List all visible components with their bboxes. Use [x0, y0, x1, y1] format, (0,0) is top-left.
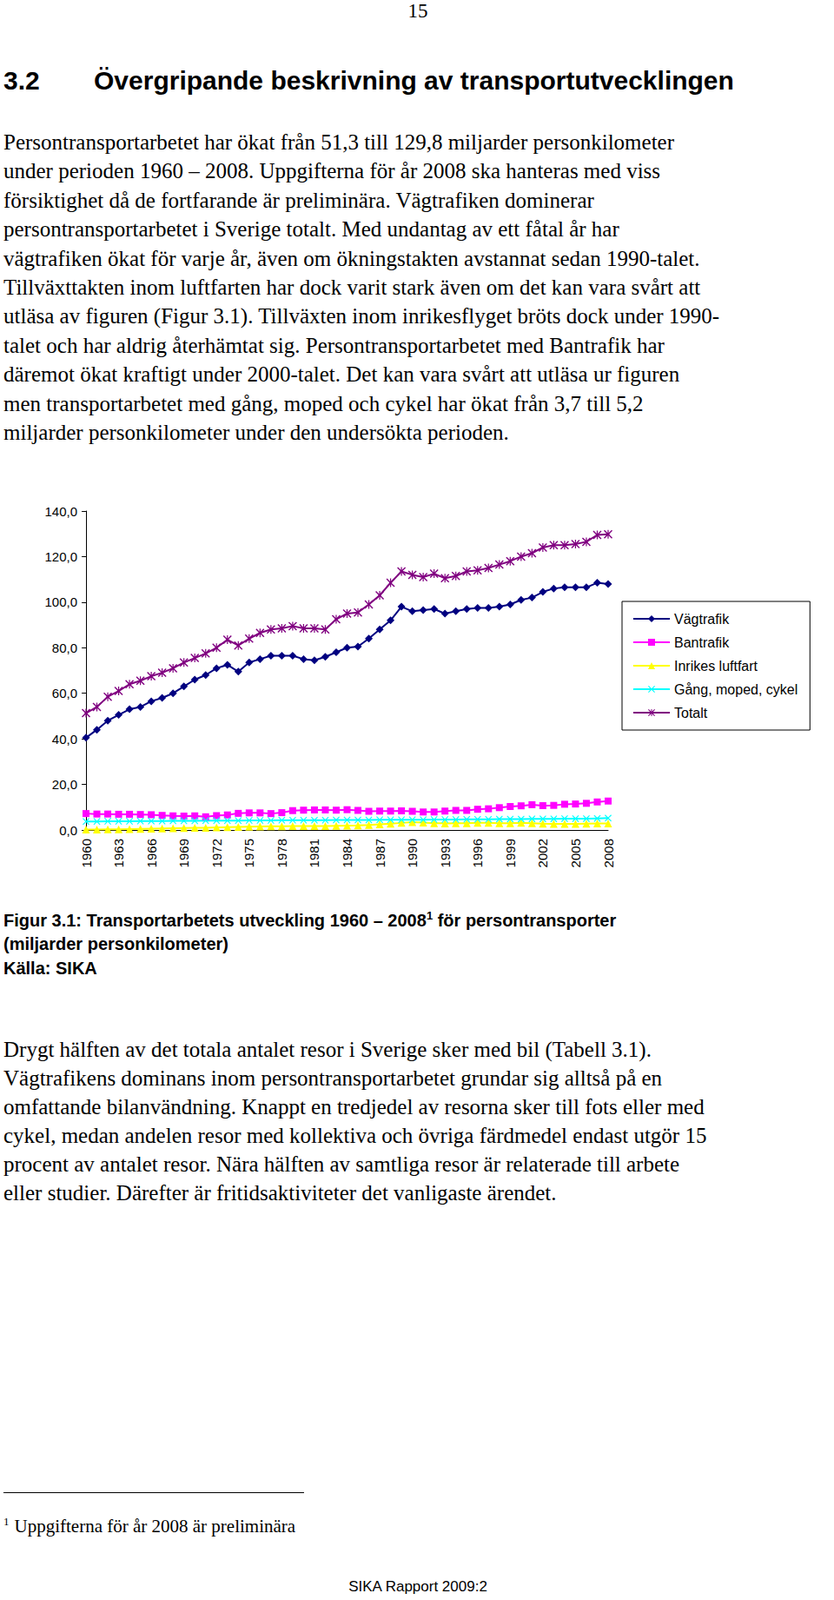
html-text:eller studier. Därefter är fri: eller studier. Därefter är fritidsaktivi… [3, 1180, 557, 1204]
html-text:3.2: 3.2 [3, 66, 40, 95]
svg-text:100,0: 100,0 [44, 594, 78, 609]
html-text:(miljarder personkilometer): (miljarder personkilometer) [3, 934, 229, 954]
svg-text:1978: 1978 [274, 838, 290, 868]
html-text:cykel, medan andelen resor med: cykel, medan andelen resor med kollektiv… [3, 1123, 707, 1147]
html-text:persontransportarbetet i Sveri: persontransportarbetet i Sverige totalt.… [3, 217, 620, 241]
svg-text:40,0: 40,0 [52, 731, 78, 747]
html-text:talet och har aldrig återhämta: talet och har aldrig återhämtat sig. Per… [3, 333, 665, 357]
svg-text:1987: 1987 [372, 838, 388, 868]
html-text:Övergripande beskrivning av tr: Övergripande beskrivning av transportutv… [93, 66, 735, 95]
html-text:Figur 3.1: Transportarbetets u: Figur 3.1: Transportarbetets utveckling … [3, 910, 427, 930]
html-text:Vägtrafikens dominans inom per: Vägtrafikens dominans inom persontranspo… [3, 1065, 663, 1090]
html-text:däremot ökat kraftigt under 20: däremot ökat kraftigt under 2000-talet. … [3, 362, 680, 386]
html-text:1 Uppgifterna för år 2008 är p: 1 Uppgifterna för år 2008 är preliminära [3, 1514, 296, 1536]
svg-text:60,0: 60,0 [52, 685, 78, 701]
svg-text:1969: 1969 [176, 838, 192, 868]
html-text:SIKA Rapport 2009:2: SIKA Rapport 2009:2 [348, 1577, 488, 1595]
svg-text:120,0: 120,0 [44, 549, 78, 564]
svg-text:2008: 2008 [601, 838, 616, 868]
svg-text:Gång, moped, cykel: Gång, moped, cykel [674, 681, 798, 697]
svg-text:1966: 1966 [144, 838, 159, 868]
svg-text:0,0: 0,0 [59, 822, 78, 838]
svg-text:Inrikes luftfart: Inrikes luftfart [674, 658, 759, 674]
svg-text:2002: 2002 [535, 838, 550, 868]
svg-text:1990: 1990 [404, 838, 420, 868]
svg-text:1963: 1963 [111, 838, 126, 868]
html-text:omfattande bilanvändning. Knap: omfattande bilanvändning. Knappt en tred… [3, 1094, 705, 1118]
html-text:Persontransportarbetet har öka: Persontransportarbetet har ökat från 51,… [3, 130, 675, 154]
svg-text:1981: 1981 [306, 838, 322, 868]
svg-text:Vägtrafik: Vägtrafik [674, 611, 730, 627]
svg-text:Totalt: Totalt [674, 705, 709, 721]
svg-text:1993: 1993 [437, 838, 453, 868]
html-text:1för persontransporter: 1för persontransporter [426, 908, 617, 930]
svg-text:140,0: 140,0 [44, 503, 78, 519]
html-text:men transportarbetet med gång,: men transportarbetet med gång, moped och… [3, 391, 644, 416]
html-text:utläsa av figuren (Figur 3.1).: utläsa av figuren (Figur 3.1). Tillväxte… [3, 304, 720, 328]
svg-text:Bantrafik: Bantrafik [674, 635, 730, 650]
html-text:vägtrafiken ökat för varje år,: vägtrafiken ökat för varje år, även om ö… [3, 246, 700, 270]
svg-text:1960: 1960 [79, 838, 94, 868]
html-text:Drygt hälften av det totala an: Drygt hälften av det totala antalet reso… [3, 1037, 652, 1061]
svg-text:1984: 1984 [339, 838, 355, 868]
svg-text:1975: 1975 [241, 838, 257, 868]
svg-text:1996: 1996 [469, 838, 485, 868]
html-text:Tillväxttakten inom luftfarten: Tillväxttakten inom luftfarten har dock … [3, 275, 701, 299]
svg-text:1972: 1972 [209, 838, 225, 868]
html-text:15: 15 [407, 0, 428, 22]
svg-text:1999: 1999 [503, 838, 518, 868]
svg-text:2005: 2005 [568, 838, 583, 868]
html-text:Källa: SIKA: Källa: SIKA [3, 957, 98, 978]
svg-text:20,0: 20,0 [52, 776, 78, 792]
svg-text:80,0: 80,0 [52, 640, 78, 656]
html-text:försiktighet då de fortfarande: försiktighet då de fortfarande är prelim… [3, 188, 595, 212]
html-text:miljarder personkilometer unde: miljarder personkilometer under den unde… [3, 420, 509, 445]
html-text:procent av antalet resor. Nära: procent av antalet resor. Nära hälften a… [3, 1151, 680, 1176]
html-text:under perioden 1960 – 2008. Up: under perioden 1960 – 2008. Uppgifterna … [3, 159, 661, 183]
